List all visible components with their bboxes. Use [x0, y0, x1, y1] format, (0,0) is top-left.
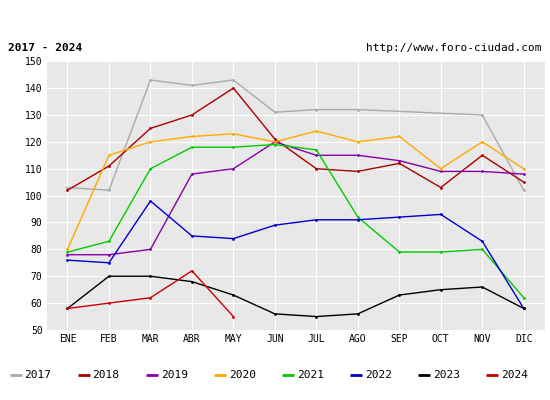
- Text: 2019: 2019: [161, 370, 188, 380]
- Text: http://www.foro-ciudad.com: http://www.foro-ciudad.com: [366, 43, 542, 53]
- Text: 2018: 2018: [92, 370, 119, 380]
- Text: 2017: 2017: [25, 370, 52, 380]
- Text: 2017 - 2024: 2017 - 2024: [8, 43, 82, 53]
- Text: 2021: 2021: [297, 370, 324, 380]
- Text: 2023: 2023: [433, 370, 460, 380]
- Text: 2020: 2020: [229, 370, 256, 380]
- Text: Evolucion del paro registrado en Terrinches: Evolucion del paro registrado en Terrinc…: [79, 12, 471, 26]
- Text: 2022: 2022: [365, 370, 392, 380]
- Text: 2024: 2024: [501, 370, 528, 380]
